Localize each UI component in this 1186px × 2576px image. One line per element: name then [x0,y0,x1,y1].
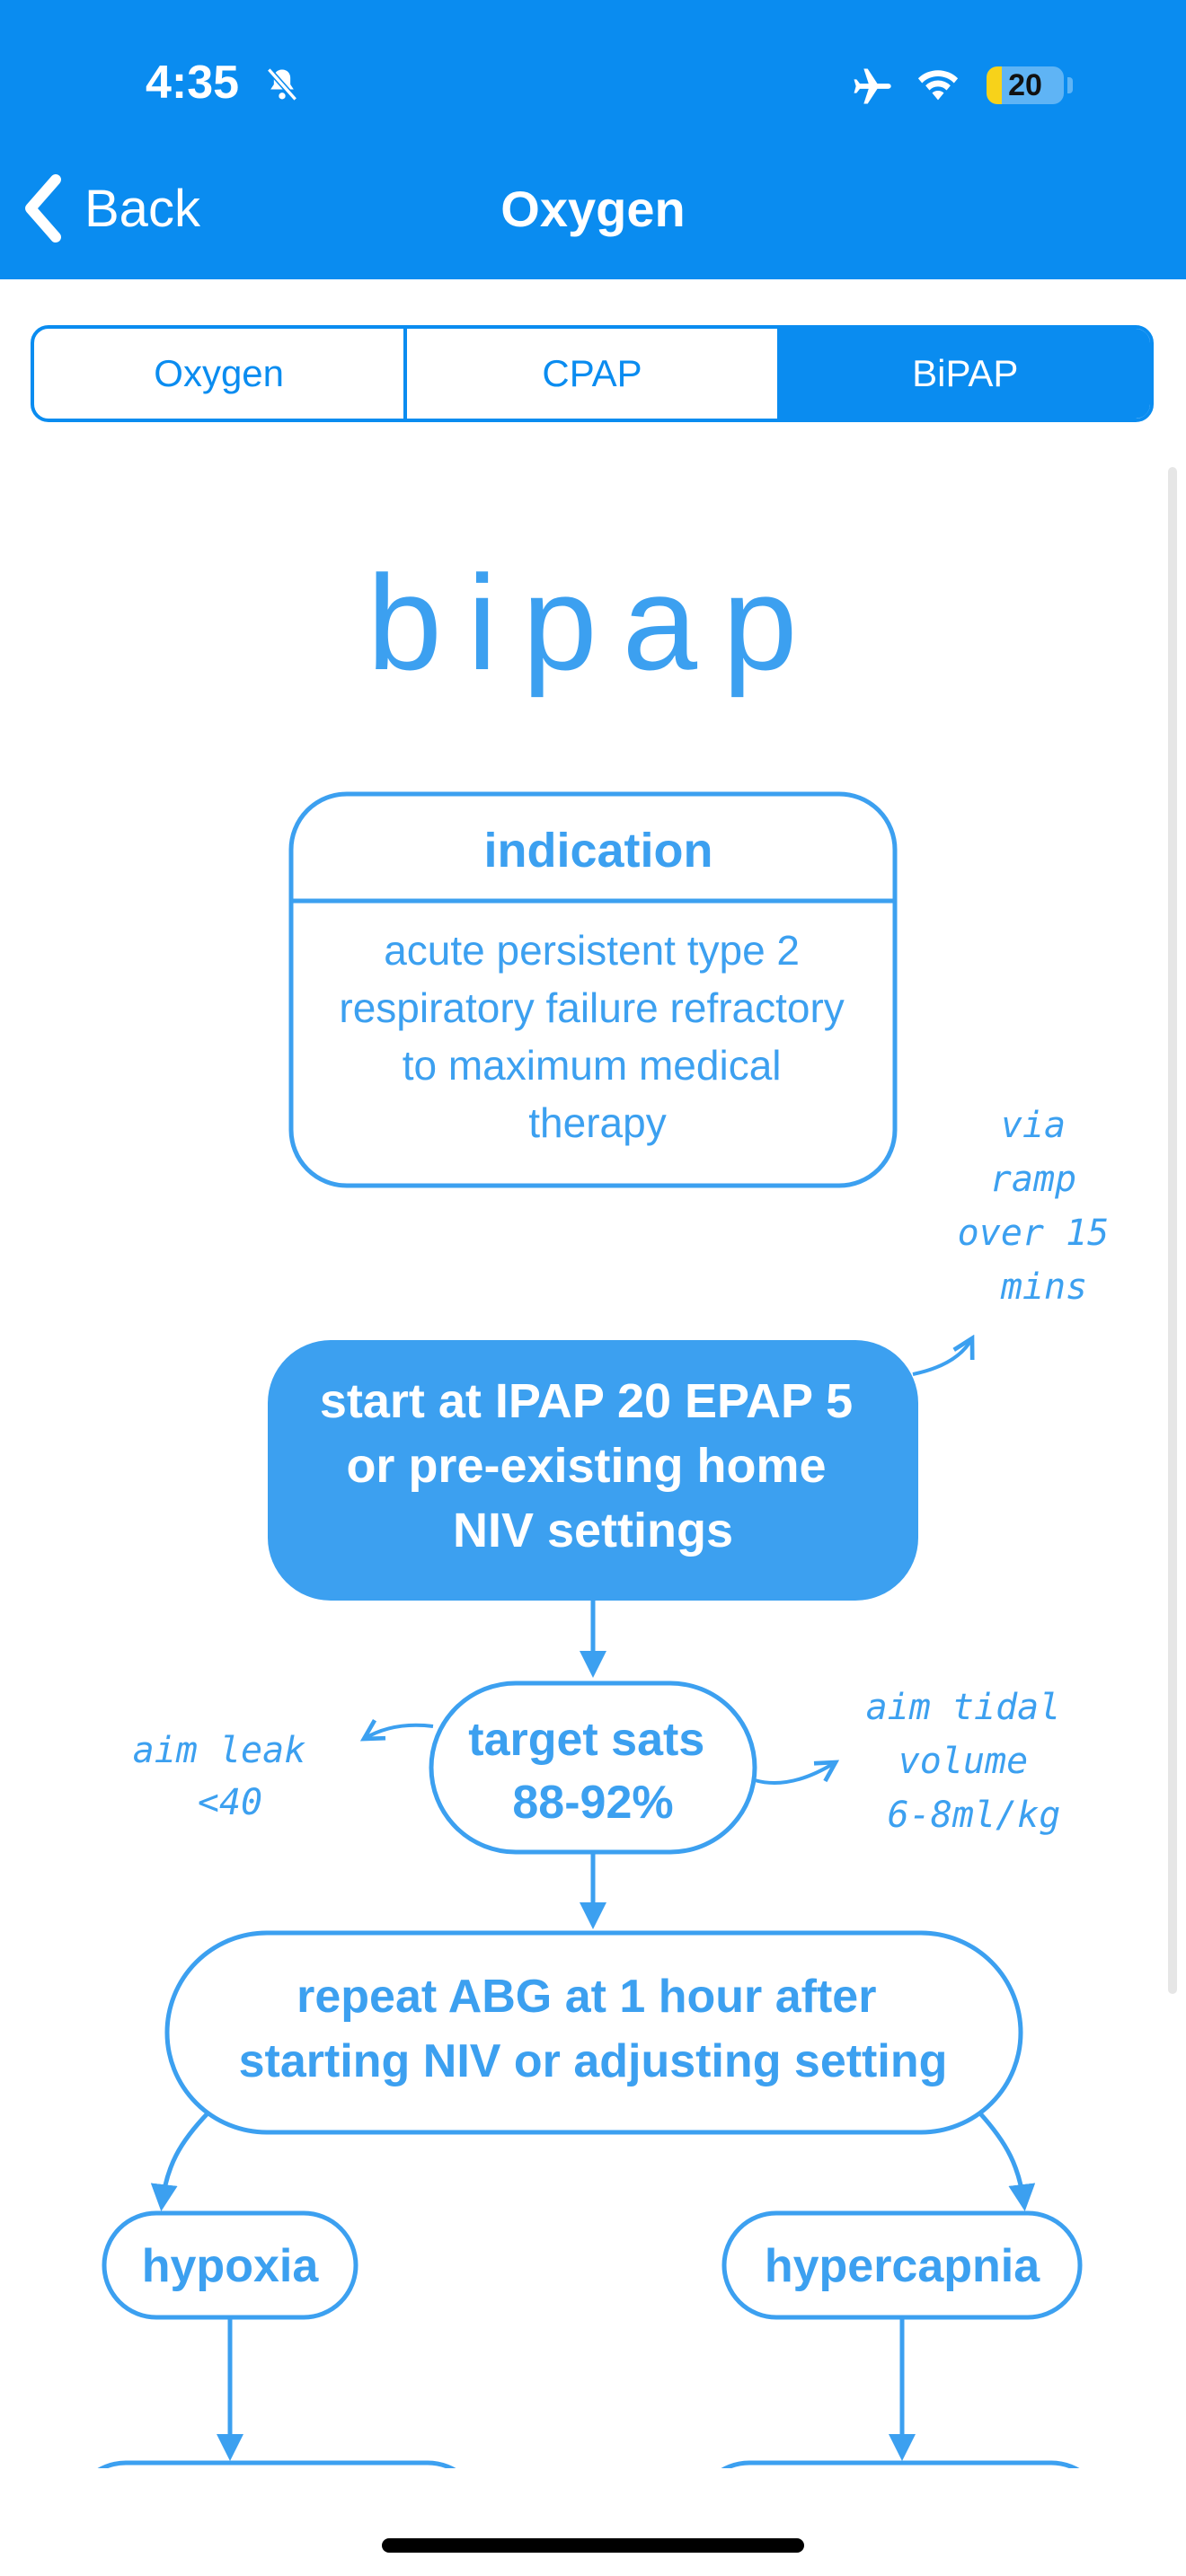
leak-note-line: <40 [198,1782,262,1823]
indication-line: acute persistent type 2 [384,927,800,974]
chevron-left-icon [25,174,61,243]
segmented-control: Oxygen CPAP BiPAP [31,325,1154,422]
hypercapnia-label: hypercapnia [765,2240,1040,2292]
ramp-note-line: over 15 [958,1213,1110,1254]
indication-line: therapy [528,1099,666,1146]
scroll-indicator[interactable] [1168,467,1177,1994]
ramp-note-line: mins [1000,1266,1087,1308]
tab-oxygen[interactable]: Oxygen [154,352,285,394]
leak-arrow [364,1725,434,1739]
page-title: Oxygen [500,181,686,237]
start-line: NIV settings [453,1504,733,1557]
connector-repeat-hypoxia [150,2111,210,2211]
next-box-right [721,2460,1080,2468]
tidal-arrow [754,1762,836,1785]
target-line: 88-92% [512,1777,673,1829]
tidal-note-line: aim tidal [866,1687,1061,1728]
indication-box [288,791,898,1188]
battery-fill [987,66,1003,104]
leak-note-line: aim leak [133,1730,306,1771]
repeat-box [164,1930,1023,2135]
battery-icon: 20 [987,66,1064,104]
target-text: target sats 88-92% [468,1714,717,1829]
connector-repeat-hypercapnia [978,2111,1036,2211]
repeat-line: starting NIV or adjusting setting [239,2035,948,2087]
repeat-text: repeat ABG at 1 hour after starting NIV … [239,1971,948,2087]
nav-header: 4:35 20 Back Oxygen [0,0,1186,279]
indication-title: indication [484,824,713,878]
target-line: target sats [468,1714,704,1766]
next-box-left [97,2460,456,2468]
ramp-note: via ramp over 15 mins [958,1105,1131,1308]
ramp-note-line: ramp [990,1159,1076,1200]
wifi-icon [917,70,959,101]
bell-slash-icon [266,67,298,101]
battery-level: 20 [1008,68,1042,102]
battery-nub [1067,77,1073,93]
home-indicator[interactable] [382,2538,804,2553]
status-time: 4:35 [146,57,240,109]
tidal-note-line: 6-8ml/kg [888,1795,1061,1836]
hypoxia-label: hypoxia [142,2240,320,2292]
ramp-arrow [912,1338,972,1376]
indication-text: acute persistent type 2 respiratory fail… [339,927,855,1146]
ramp-note-line: via [1001,1105,1066,1146]
start-line: start at IPAP 20 EPAP 5 [320,1374,853,1428]
tab-cpap[interactable]: CPAP [403,329,776,419]
back-label: Back [84,179,200,238]
tidal-note: aim tidal volume 6-8ml/kg [866,1687,1083,1836]
flowchart-heading: bipap [367,547,822,698]
indication-line: respiratory failure refractory [339,984,844,1031]
back-button[interactable]: Back [23,172,200,244]
repeat-line: repeat ABG at 1 hour after [296,1971,876,2023]
start-box [268,1340,918,1601]
leak-note: aim leak <40 [133,1730,328,1823]
start-text: start at IPAP 20 EPAP 5 or pre-existing … [320,1374,866,1557]
start-line: or pre-existing home [346,1439,826,1493]
tab-bipap[interactable]: BiPAP [776,329,1150,419]
bipap-flowchart: bipap indication acute persistent type 2… [97,547,1131,2468]
indication-line: to maximum medical [403,1042,782,1089]
tidal-note-line: volume [898,1741,1029,1782]
airplane-icon [854,68,891,104]
